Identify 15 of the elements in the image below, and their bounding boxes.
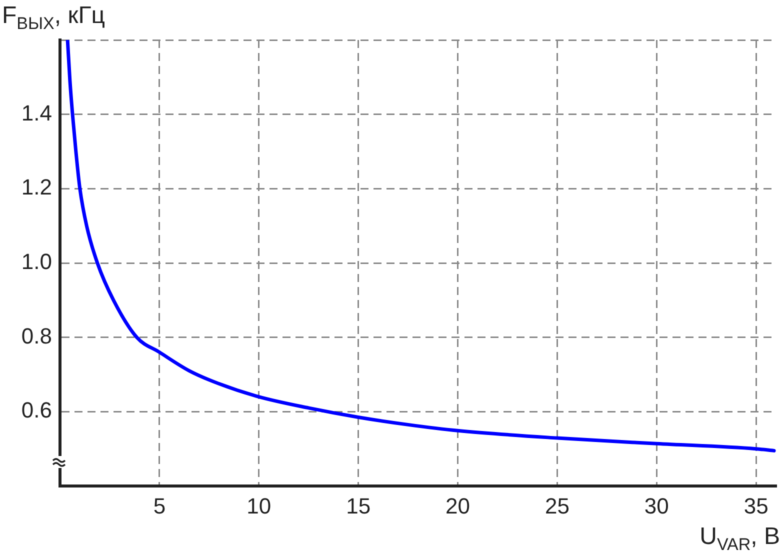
x-tick-label: 25 xyxy=(544,493,570,518)
y-tick-label: 1.4 xyxy=(21,100,52,126)
x-tick-label: 15 xyxy=(346,493,371,518)
x-tick-label: 5 xyxy=(153,493,166,518)
y-tick-label: 1.0 xyxy=(21,249,52,274)
y-axis-title: F$_{ВЫХ}$, кГц xyxy=(2,2,105,34)
x-tick-label: 10 xyxy=(246,493,272,518)
y-tick-label: 0.6 xyxy=(21,398,52,423)
y-tick-label: 0.8 xyxy=(21,323,52,348)
line-series xyxy=(66,40,776,452)
x-tick-label: 35 xyxy=(744,493,768,518)
y-tick-label: 1.2 xyxy=(21,174,52,200)
x-tick-label: 20 xyxy=(446,493,470,518)
x-tick-label: 30 xyxy=(644,493,669,518)
x-axis-title: U$_{VAR}$, В xyxy=(700,523,780,555)
